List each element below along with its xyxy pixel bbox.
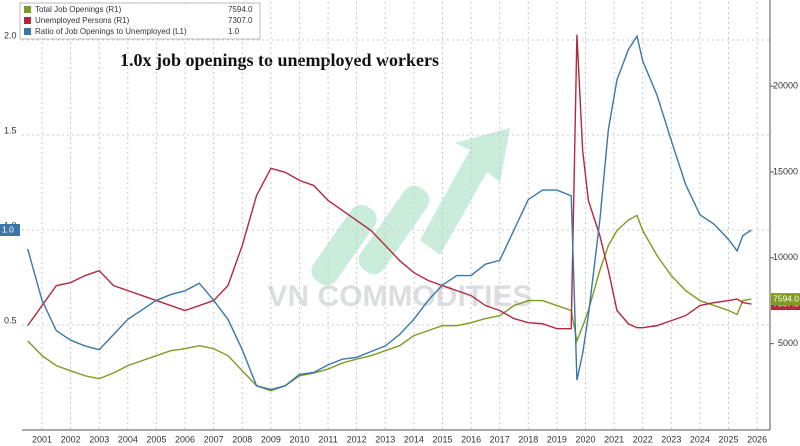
x-tick-label: 2002 — [61, 434, 81, 444]
plot: 2001 2002 2003 2004 2005 2006 2007 2008 2009 2010… — [4, 2, 798, 444]
legend: Total Job Openings (R1) 7594.0 Unemployed … — [19, 2, 261, 40]
y-tick-label: 2.0 — [4, 30, 17, 40]
x-tick-label: 2015 — [432, 434, 452, 444]
x-tick-label: 2008 — [232, 434, 252, 444]
x-tick-label: 2021 — [604, 434, 624, 444]
x-tick-label: 2009 — [261, 434, 281, 444]
x-tick-label: 2026 — [747, 434, 767, 444]
x-tick-label: 2006 — [175, 434, 195, 444]
y-tick-label: 0.5 — [4, 315, 17, 325]
y2-tick-label: 5000 — [778, 338, 798, 348]
legend-label: Total Job Openings (R1) — [35, 5, 122, 14]
legend-swatch — [24, 28, 31, 35]
x-tick-label: 2001 — [32, 434, 52, 444]
x-tick-label: 2005 — [146, 434, 166, 444]
series-line — [27, 34, 752, 330]
y-tick-label: 1.5 — [4, 125, 17, 135]
x-tick-label: 2012 — [347, 434, 367, 444]
x-tick-label: 2004 — [118, 434, 138, 444]
x-tick-label: 2013 — [375, 434, 395, 444]
legend-box — [19, 2, 261, 40]
legend-value: 1.0 — [228, 27, 240, 36]
legend-label: Ratio of Job Openings to Unemployed (L1) — [35, 27, 187, 36]
x-tick-label: 2025 — [719, 434, 739, 444]
legend-value: 7307.0 — [228, 16, 253, 25]
legend-swatch — [24, 17, 31, 24]
x-tick-label: 2024 — [690, 434, 710, 444]
value-tag-label: 1.0 — [2, 224, 14, 234]
x-tick-label: 2014 — [404, 434, 424, 444]
x-tick-label: 2003 — [89, 434, 109, 444]
x-tick-label: 2022 — [633, 434, 653, 444]
y2-tick-label: 15000 — [773, 166, 798, 176]
x-tick-label: 2011 — [318, 434, 337, 444]
x-tick-label: 2010 — [289, 434, 309, 444]
x-tick-label: 2018 — [518, 434, 538, 444]
chart-title: 1.0x job openings to unemployed workers — [120, 50, 439, 70]
x-tick-label: 2019 — [547, 434, 567, 444]
series-line — [27, 214, 752, 392]
legend-label: Unemployed Persons (R1) — [35, 16, 130, 25]
x-tick-label: 2007 — [204, 434, 224, 444]
value-tag-label: 7594.0 — [773, 293, 799, 303]
y2-tick-label: 10000 — [773, 252, 798, 262]
value-tag — [0, 224, 20, 236]
x-tick-label: 2023 — [661, 434, 681, 444]
series-line — [27, 34, 752, 391]
x-tick-label: 2020 — [575, 434, 595, 444]
x-tick-label: 2016 — [461, 434, 481, 444]
legend-value: 7594.0 — [228, 5, 253, 14]
watermark: VN COMMODITIES — [267, 280, 532, 313]
x-tick-label: 2017 — [490, 434, 510, 444]
value-tag — [771, 293, 800, 306]
y2-tick-label: 20000 — [773, 81, 798, 91]
legend-swatch — [24, 6, 31, 13]
